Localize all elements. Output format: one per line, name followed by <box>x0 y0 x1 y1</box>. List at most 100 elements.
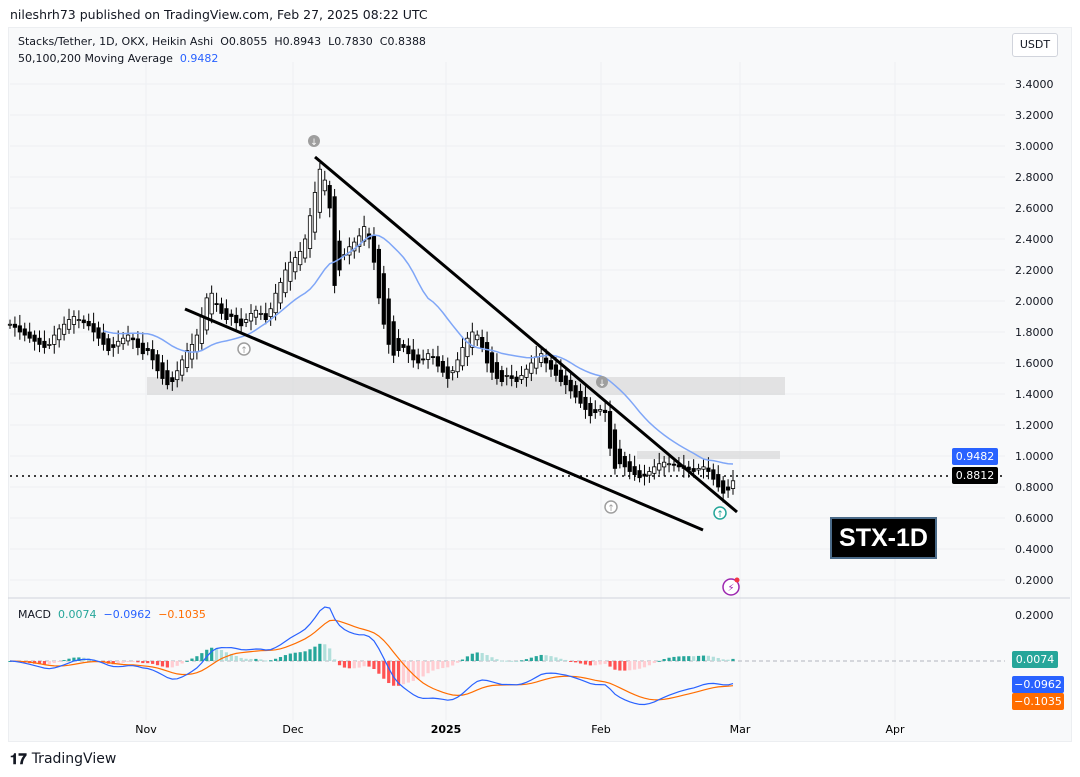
candle <box>598 404 603 416</box>
candle <box>416 348 421 370</box>
macd-histogram-bar <box>387 661 391 684</box>
candle <box>627 453 632 480</box>
price-tick: 0.8000 <box>1015 481 1054 494</box>
ma-label: 50,100,200 Moving Average <box>18 52 173 65</box>
lower-trendline[interactable] <box>184 307 704 532</box>
macd-histogram-bar <box>328 648 332 661</box>
price-tick: 1.4000 <box>1015 388 1054 401</box>
macd-histogram-bar <box>470 653 474 661</box>
macd-legend[interactable]: MACD 0.0074 −0.0962 −0.1035 <box>18 608 206 621</box>
ma-legend[interactable]: 50,100,200 Moving Average 0.9482 <box>18 52 218 65</box>
macd-histogram-bar <box>421 661 425 677</box>
moving-average-line <box>103 234 734 465</box>
candle <box>499 365 504 387</box>
candle <box>194 328 199 360</box>
macd-axis-label: 0.2000 <box>1015 609 1054 622</box>
arrow-up-icon: ↑ <box>713 506 727 520</box>
candle <box>652 459 657 480</box>
macd-histogram-bar <box>564 659 568 661</box>
time-axis: Nov Dec 2025 Feb Mar Apr <box>135 723 905 736</box>
candle <box>224 299 229 325</box>
candle <box>489 346 495 381</box>
time-tick: Nov <box>135 723 157 736</box>
lightning-icon[interactable]: ⚡ <box>722 577 740 596</box>
macd-histogram-bar <box>657 660 661 662</box>
macd-histogram-bar <box>682 656 686 661</box>
candle <box>450 366 455 381</box>
macd-histogram-bar <box>42 661 47 665</box>
macd-histogram-bar <box>372 661 376 669</box>
candle <box>711 463 716 486</box>
macd-histogram-bar <box>603 661 607 664</box>
candle <box>588 397 593 424</box>
macd-histogram-bar <box>465 656 470 661</box>
macd-line-value: −0.0962 <box>103 608 152 621</box>
symbol-name[interactable]: Stacks/Tether, 1D, OKX, Heikin Ashi <box>18 35 214 48</box>
macd-histogram-bar <box>711 656 715 661</box>
macd-histogram-bar <box>47 661 51 665</box>
candle <box>391 315 396 363</box>
candle <box>642 464 647 486</box>
candle <box>716 465 721 492</box>
candle <box>529 355 534 382</box>
macd-histogram-bar <box>578 661 583 664</box>
candle <box>701 459 706 479</box>
candle <box>199 307 204 350</box>
macd-histogram-bar <box>593 661 597 666</box>
macd-histogram-bar <box>136 661 140 663</box>
macd-histogram-bar <box>185 660 189 662</box>
macd-line <box>9 606 734 706</box>
time-tick: Apr <box>885 723 905 736</box>
candle <box>706 457 711 480</box>
macd-histogram-bar <box>598 661 602 665</box>
svg-text:↑: ↑ <box>716 510 724 520</box>
macd-histogram-bar <box>726 659 730 661</box>
candle <box>357 228 362 253</box>
candle <box>62 316 67 341</box>
candle <box>145 342 150 356</box>
macd-histogram-bar <box>677 656 681 661</box>
candle <box>17 314 22 340</box>
tradingview-logo[interactable]: 𝟏𝟕 TradingView <box>10 750 116 768</box>
macd-histogram-bar <box>77 657 81 661</box>
candle <box>37 330 42 353</box>
candle <box>243 313 249 328</box>
macd-histogram-bar <box>151 661 155 664</box>
macd-histogram-bar <box>254 658 258 661</box>
macd-histogram-bar <box>618 661 622 671</box>
macd-histogram-bar <box>180 661 184 664</box>
macd-histogram-bar <box>534 656 538 661</box>
candle <box>425 349 431 369</box>
candle <box>298 242 303 271</box>
macd-histogram-bar <box>514 660 519 662</box>
candle <box>273 283 278 321</box>
ohlc-open: O0.8055 <box>220 35 268 48</box>
currency-button[interactable]: USDT <box>1012 33 1058 57</box>
candle <box>524 364 529 387</box>
macd-histogram-bar <box>588 661 592 666</box>
price-tick: 0.2000 <box>1015 574 1054 587</box>
macd-histogram-bar <box>628 661 632 671</box>
macd-histogram-bar <box>431 661 435 671</box>
macd-histogram-bar <box>687 656 691 661</box>
candle <box>509 364 514 387</box>
upper-trendline[interactable] <box>314 155 738 514</box>
candle <box>696 463 701 475</box>
candle <box>101 323 106 351</box>
macd-histogram-bar <box>510 660 514 662</box>
macd-histogram-bar <box>308 649 312 661</box>
macd-histogram-bar <box>392 661 396 686</box>
arrow-down-icon: ↓ <box>596 376 608 389</box>
macd-histogram-bar <box>382 661 386 679</box>
macd-histogram-bar <box>303 651 307 661</box>
macd-histogram-bar <box>175 661 179 666</box>
macd-histogram-bar <box>72 657 76 661</box>
macd-histogram-bar <box>451 661 455 666</box>
macd-histogram-bar <box>342 661 347 668</box>
macd-histogram-bar <box>298 652 302 661</box>
macd-histogram-bar <box>367 661 371 667</box>
candle <box>155 350 160 379</box>
candle <box>209 285 214 324</box>
candle <box>430 348 436 365</box>
